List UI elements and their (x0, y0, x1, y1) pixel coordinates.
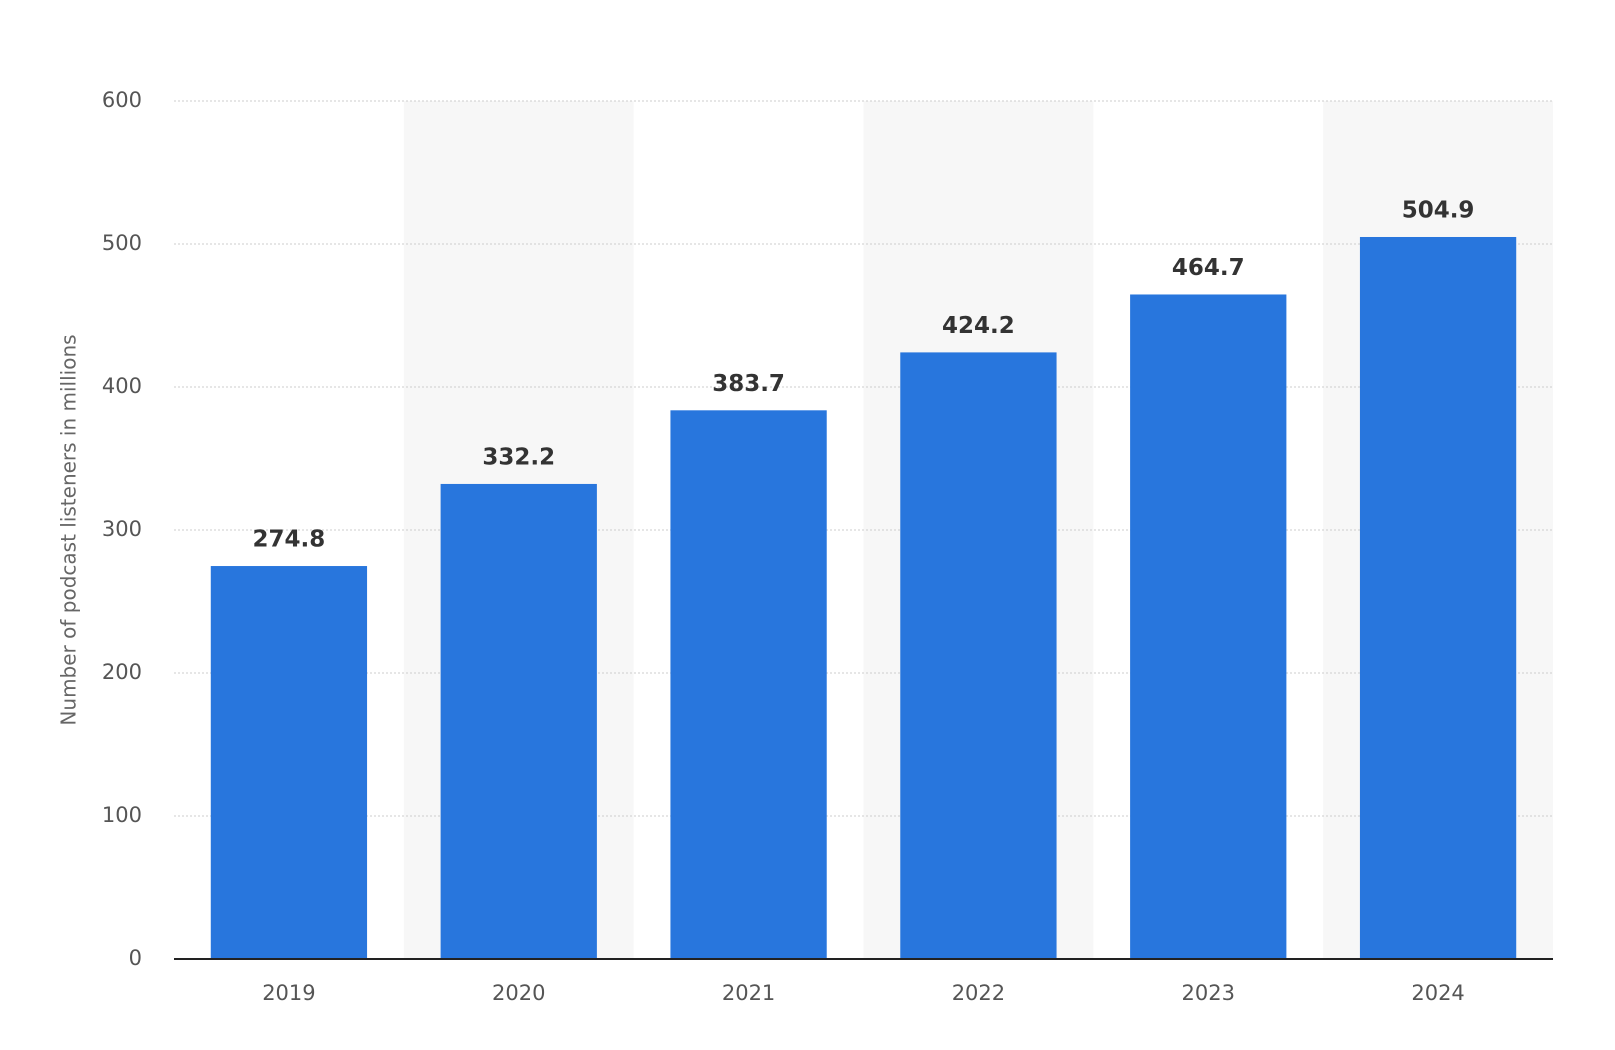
y-tick-label: 100 (102, 803, 142, 827)
bar (900, 352, 1057, 959)
y-tick-label: 200 (102, 660, 142, 684)
value-label: 274.8 (253, 527, 326, 553)
y-tick-label: 300 (102, 517, 142, 541)
x-tick-label: 2022 (952, 981, 1005, 1005)
bar (210, 566, 368, 959)
y-tick-label: 400 (102, 374, 142, 398)
value-label: 383.7 (712, 371, 785, 397)
bar (1130, 294, 1287, 959)
x-tick-label: 2021 (722, 981, 775, 1005)
value-label: 504.9 (1402, 197, 1475, 223)
y-tick-label: 0 (129, 946, 142, 970)
value-label: 424.2 (942, 313, 1015, 339)
x-tick-label: 2019 (262, 981, 315, 1005)
bar (670, 410, 827, 960)
x-tick-label: 2020 (492, 981, 545, 1005)
value-label: 332.2 (482, 444, 555, 470)
y-tick-label: 600 (102, 88, 142, 112)
y-tick-label: 500 (102, 231, 142, 255)
x-tick-label: 2023 (1182, 981, 1235, 1005)
y-axis-title: Number of podcast listeners in millions (57, 334, 81, 725)
value-label: 464.7 (1172, 255, 1245, 281)
bar (440, 483, 597, 959)
bar (1359, 236, 1517, 960)
x-tick-label: 2024 (1411, 981, 1464, 1005)
